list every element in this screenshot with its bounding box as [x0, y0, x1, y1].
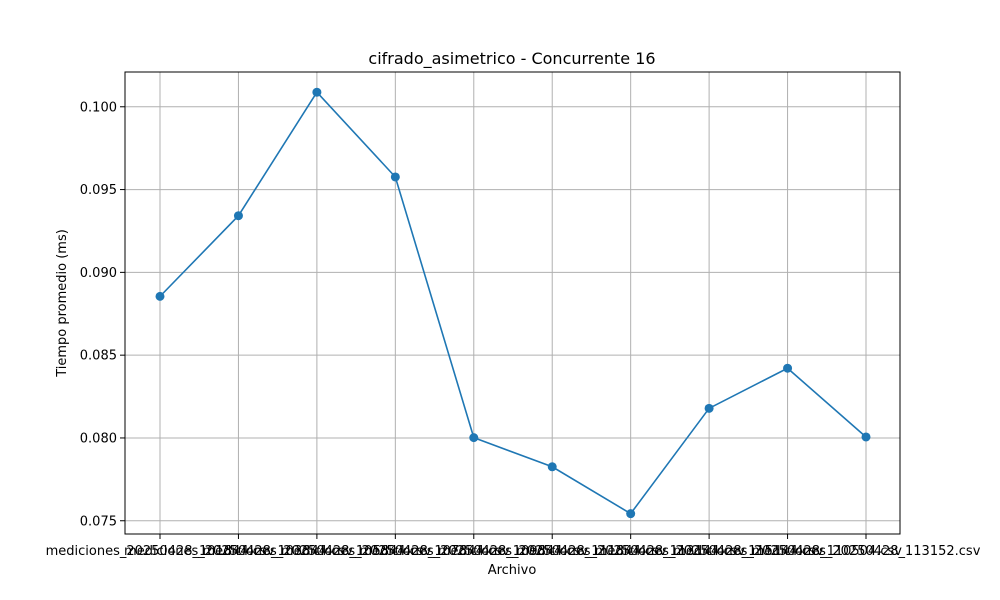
x-tick-label: mediciones_20250428_101844.csv	[46, 544, 275, 559]
data-point	[155, 291, 165, 301]
y-tick-label: 0.100	[80, 100, 117, 115]
x-tick-label: mediciones_20250428_107844.csv	[281, 544, 510, 559]
data-point	[233, 211, 243, 221]
plot-frame	[124, 71, 901, 535]
x-tick-label: mediciones_20250428_115144.csv	[595, 544, 824, 559]
y-tick-label: 0.085	[80, 349, 117, 364]
data-point	[312, 87, 322, 97]
ticks: mediciones_20250428_101844.csvmediciones…	[46, 100, 981, 559]
x-tick-label: mediciones_20250428_105844.csv	[202, 544, 431, 559]
y-tick-label: 0.075	[80, 514, 117, 529]
data-point	[469, 433, 479, 443]
series-layer	[155, 87, 871, 519]
grid	[125, 72, 900, 534]
data-point	[704, 403, 714, 413]
y-tick-label: 0.080	[80, 431, 117, 446]
data-point	[390, 172, 400, 182]
x-axis-label: Archivo	[488, 563, 537, 578]
y-axis-label: Tiempo promedio (ms)	[55, 229, 70, 378]
chart-title: cifrado_asimetrico - Concurrente 16	[368, 49, 655, 69]
x-tick-label: mediciones_20250428_110504.csv	[673, 544, 902, 559]
x-tick-label: mediciones_20250428_103844.csv	[124, 544, 353, 559]
y-tick-label: 0.095	[80, 183, 117, 198]
data-point	[783, 363, 793, 373]
y-tick-label: 0.090	[80, 266, 117, 281]
x-tick-label: mediciones_20250428_113152.csv	[752, 544, 981, 559]
series-line	[159, 90, 867, 515]
x-tick-label: mediciones_20250428_111844.csv	[438, 544, 667, 559]
x-tick-label: mediciones_20250428_113144.csv	[516, 544, 745, 559]
data-point	[547, 462, 557, 472]
x-tick-label: mediciones_20250428_109844.csv	[359, 544, 588, 559]
data-point	[626, 509, 636, 519]
data-point	[861, 432, 871, 442]
